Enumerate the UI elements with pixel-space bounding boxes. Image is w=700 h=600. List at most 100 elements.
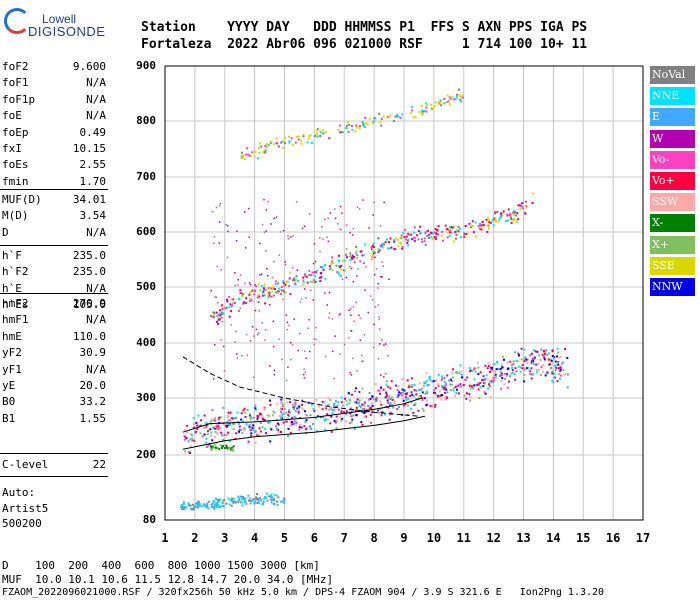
trace-point (217, 506, 220, 509)
y-tick-label: 600 (136, 225, 156, 238)
trace-point (233, 500, 236, 503)
noise-point (382, 265, 384, 267)
trace-point (546, 354, 549, 357)
trace-point (389, 398, 392, 400)
trace-point (283, 497, 286, 500)
noise-point (329, 212, 331, 214)
trace-point (227, 431, 230, 434)
trace-point (446, 391, 449, 394)
x-tick-label: 4 (251, 531, 259, 545)
trace-point (218, 419, 221, 422)
trace-point (277, 496, 280, 499)
trace-point (215, 497, 218, 500)
trace-point (205, 421, 208, 424)
trace-point (421, 397, 424, 400)
trace-point (507, 219, 510, 222)
trace-point (264, 302, 266, 305)
trace-point (343, 259, 346, 262)
trace-point (434, 405, 437, 408)
trace-point (369, 414, 372, 416)
trace-point (446, 228, 448, 231)
trace-point (289, 271, 292, 274)
noise-point (374, 256, 376, 259)
noise-point (315, 326, 317, 329)
trace-point (499, 370, 502, 373)
noise-point (225, 223, 227, 226)
trace-point (437, 395, 440, 398)
trace-point (228, 503, 231, 506)
y-tick-label: 200 (136, 448, 156, 461)
trace-point (499, 367, 502, 370)
trace-point (323, 401, 326, 404)
trace-point (267, 495, 270, 498)
trace-point (371, 402, 374, 405)
trace-point (266, 499, 269, 502)
trace-point (341, 131, 344, 134)
noise-point (246, 354, 249, 356)
trace-point (244, 415, 247, 418)
trace-point (444, 224, 447, 227)
trace-point (521, 207, 524, 210)
noise-point (215, 296, 218, 298)
param-name: foF1 (2, 76, 29, 90)
trace-point (379, 388, 382, 391)
trace-point (241, 431, 244, 434)
trace-point (348, 399, 351, 401)
trace-point (381, 246, 384, 249)
trace-point (378, 112, 381, 115)
trace-point (211, 409, 214, 412)
trace-point (209, 445, 212, 448)
trace-point (219, 416, 222, 419)
trace-point (426, 104, 429, 107)
trace-point (435, 237, 437, 240)
y-tick-label: 400 (136, 336, 156, 349)
trace-point (404, 238, 407, 241)
x-tick-label: 13 (516, 531, 531, 545)
noise-point (273, 374, 276, 376)
trace-point (257, 294, 259, 297)
trace-point (305, 414, 308, 417)
trace-point (464, 378, 467, 381)
noise-point (307, 327, 310, 329)
trace-point (228, 315, 231, 318)
trace-point (457, 230, 460, 233)
trace-point (212, 418, 215, 421)
header-values: Fortaleza 2022 Abr06 096 021000 RSF 1 71… (141, 37, 588, 52)
trace-point (187, 440, 190, 443)
trace-point (307, 137, 310, 140)
trace-point (285, 420, 288, 423)
trace-point (262, 294, 265, 297)
trace-point (469, 399, 472, 402)
trace-point (558, 356, 561, 359)
trace-point (456, 229, 459, 232)
trace-point (196, 506, 199, 509)
trace-point (189, 432, 192, 435)
trace-point (214, 430, 217, 433)
trace-point (218, 447, 221, 450)
trace-point (497, 368, 500, 371)
trace-point (461, 96, 464, 99)
trace-point (220, 316, 223, 319)
trace-point (244, 500, 247, 502)
noise-point (297, 349, 299, 352)
trace-point (205, 426, 208, 429)
trace-point (469, 225, 472, 227)
trace-point (260, 285, 263, 288)
trace-point (220, 434, 223, 437)
trace-point (425, 390, 428, 393)
trace-point (231, 417, 233, 420)
trace-point (524, 356, 527, 359)
trace-point (387, 398, 390, 401)
param-row: yE 20.0 (2, 379, 106, 395)
x-tick-label: 3 (221, 531, 229, 545)
noise-point (213, 242, 215, 244)
trace-point (186, 424, 189, 427)
trace-point (493, 363, 496, 366)
trace-point (312, 408, 315, 410)
noise-point (380, 374, 382, 376)
trace-point (265, 143, 268, 146)
trace-point (494, 376, 497, 379)
profile-line-upper (182, 397, 423, 433)
param-value: 105.0 (72, 298, 106, 312)
noise-point (220, 339, 222, 341)
